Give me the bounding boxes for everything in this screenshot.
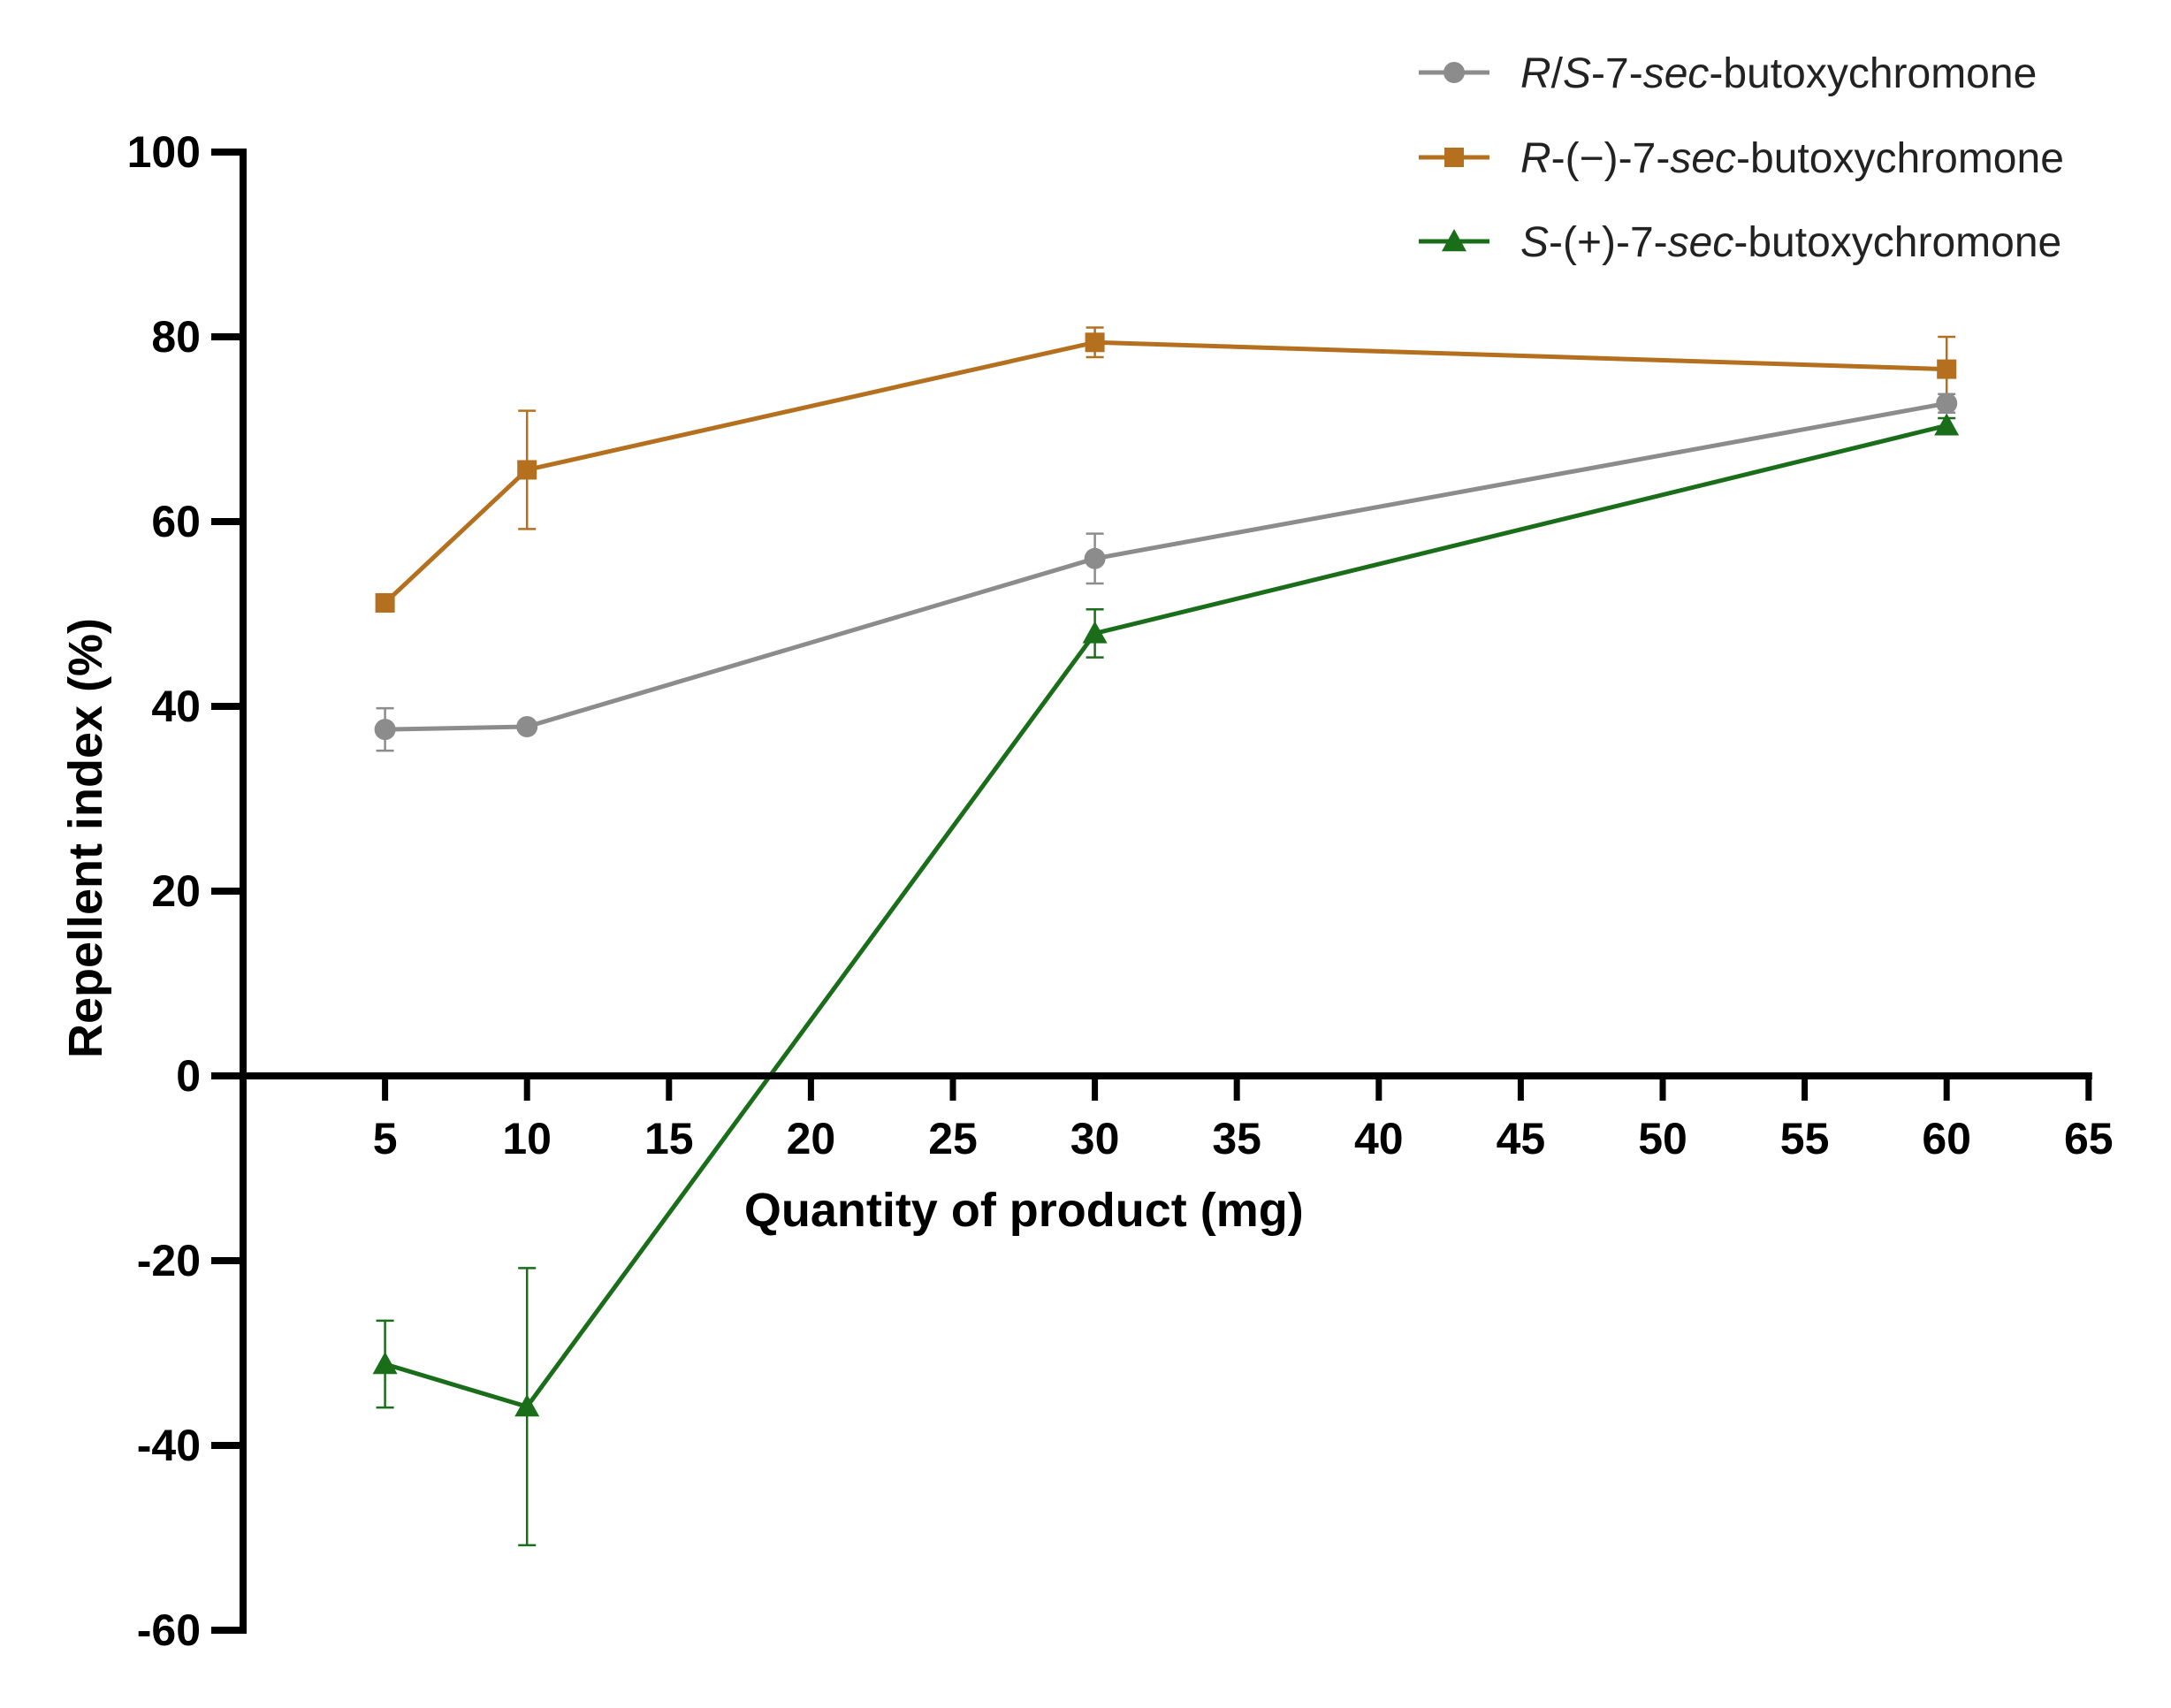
data-point (1934, 413, 1960, 436)
x-tick-label: 20 (787, 1114, 836, 1163)
x-tick-label: 40 (1354, 1114, 1404, 1163)
x-tick-label: 35 (1212, 1114, 1261, 1163)
legend-label: R-(−)-7-sec-butoxychromone (1520, 135, 2064, 182)
y-tick-label: 40 (151, 682, 201, 731)
y-tick-label: 60 (151, 497, 201, 546)
y-tick-label: 0 (176, 1051, 201, 1101)
legend-marker (1442, 229, 1466, 252)
data-point (1937, 359, 1957, 379)
y-axis-ticks: -60 -40 -20 0 20 40 60 80 100 (127, 127, 243, 1655)
x-tick-label: 65 (2064, 1114, 2114, 1163)
y-axis-title: Repellent index (%) (59, 618, 112, 1058)
data-point (517, 460, 537, 480)
data-point (374, 719, 396, 741)
data-point (372, 1352, 398, 1375)
data-point (1936, 393, 1958, 415)
x-axis-title: Quantity of product (mg) (744, 1184, 1304, 1237)
data-point (375, 592, 395, 613)
data-point (1084, 547, 1106, 569)
x-tick-label: 50 (1638, 1114, 1687, 1163)
y-tick-label: 80 (151, 312, 201, 362)
data-point (516, 715, 538, 737)
x-tick-label: 5 (373, 1114, 398, 1163)
x-tick-label: 10 (502, 1114, 552, 1163)
data-point (1082, 621, 1108, 644)
series-line (383, 339, 1947, 605)
legend: R/S-7-sec-butoxychromone R-(−)-7-sec-buto… (1419, 50, 2064, 266)
x-tick-label: 25 (928, 1114, 978, 1163)
x-tick-label: 30 (1070, 1114, 1120, 1163)
legend-label: S-(+)-7-sec-butoxychromone (1520, 219, 2061, 266)
x-tick-label: 60 (1922, 1114, 1971, 1163)
legend-item: R/S-7-sec-butoxychromone (1419, 50, 2037, 97)
legend-marker (1444, 62, 1465, 83)
series-line (385, 400, 1947, 732)
data-point (1085, 332, 1105, 353)
y-tick-label: 100 (127, 127, 201, 177)
y-tick-label: -20 (137, 1236, 201, 1285)
legend-marker (1444, 148, 1464, 167)
x-tick-label: 15 (644, 1114, 694, 1163)
legend-item: R-(−)-7-sec-butoxychromone (1419, 135, 2064, 182)
y-tick-label: -40 (137, 1421, 201, 1470)
y-tick-label: -60 (137, 1605, 201, 1655)
x-tick-label: 45 (1497, 1114, 1546, 1163)
data-point (514, 1394, 540, 1417)
series-line (384, 423, 1947, 1409)
legend-item: S-(+)-7-sec-butoxychromone (1419, 219, 2061, 266)
error-bars (376, 326, 1956, 1547)
series-group (372, 332, 1960, 1417)
x-tick-label: 55 (1780, 1114, 1830, 1163)
legend-label: R/S-7-sec-butoxychromone (1520, 50, 2037, 97)
x-axis-ticks: 5 10 15 20 25 30 35 40 45 50 55 60 65 (373, 1076, 2114, 1163)
y-tick-label: 20 (151, 866, 201, 916)
